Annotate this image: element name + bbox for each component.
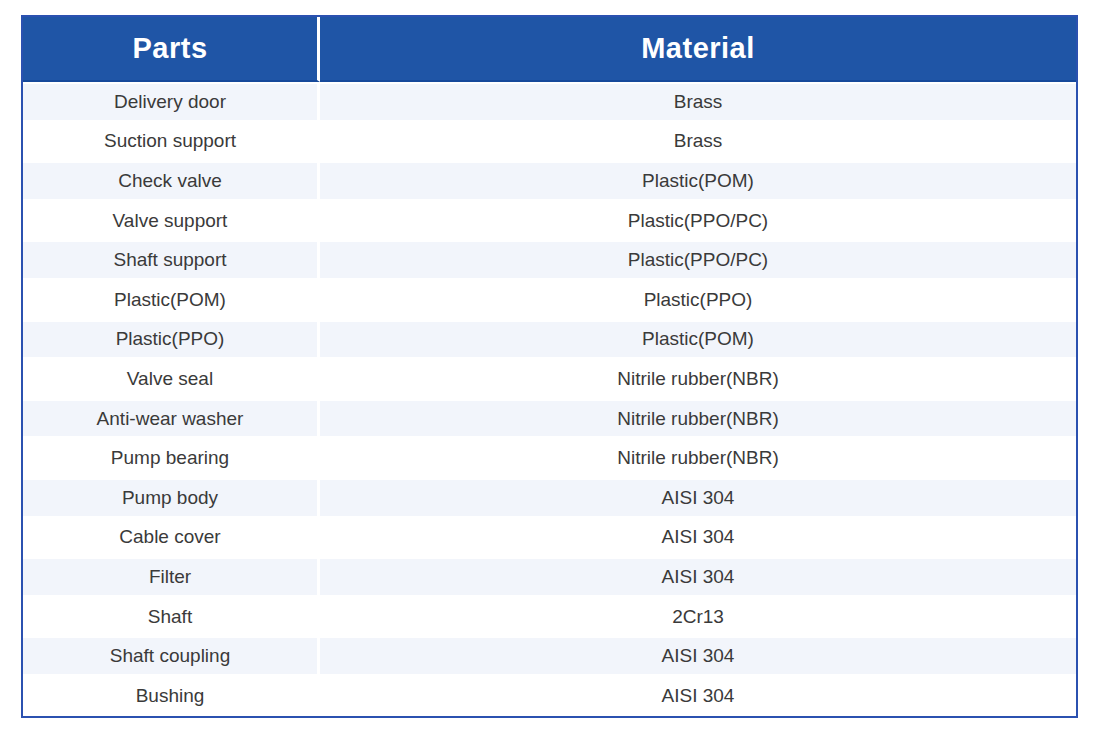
- material-cell: AISI 304: [320, 478, 1076, 518]
- table-row: Anti-wear washer Nitrile rubber(NBR): [23, 399, 1076, 439]
- table-row: Plastic(PPO) Plastic(POM): [23, 320, 1076, 360]
- table-row: Plastic(POM) Plastic(PPO): [23, 280, 1076, 320]
- table-row: Shaft 2Cr13: [23, 597, 1076, 637]
- table-row: Check valve Plastic(POM): [23, 161, 1076, 201]
- part-cell: Cable cover: [23, 518, 320, 558]
- part-cell: Valve seal: [23, 359, 320, 399]
- material-cell: Brass: [320, 122, 1076, 162]
- table-row: Suction support Brass: [23, 122, 1076, 162]
- part-cell: Pump bearing: [23, 438, 320, 478]
- table-body: Delivery door Brass Suction support Bras…: [23, 82, 1076, 716]
- table-row: Pump bearing Nitrile rubber(NBR): [23, 438, 1076, 478]
- material-cell: Plastic(POM): [320, 320, 1076, 360]
- table-row: Shaft coupling AISI 304: [23, 636, 1076, 676]
- part-cell: Pump body: [23, 478, 320, 518]
- table-row: Valve seal Nitrile rubber(NBR): [23, 359, 1076, 399]
- part-cell: Valve support: [23, 201, 320, 241]
- material-cell: AISI 304: [320, 557, 1076, 597]
- table-row: Shaft support Plastic(PPO/PC): [23, 240, 1076, 280]
- page-canvas: Parts Material Delivery door Brass Sucti…: [0, 0, 1100, 743]
- material-cell: Plastic(PPO/PC): [320, 240, 1076, 280]
- header-row: Parts Material: [23, 17, 1076, 82]
- material-cell: Nitrile rubber(NBR): [320, 359, 1076, 399]
- column-header-parts: Parts: [23, 17, 320, 82]
- part-cell: Shaft support: [23, 240, 320, 280]
- table-row: Pump body AISI 304: [23, 478, 1076, 518]
- part-cell: Suction support: [23, 122, 320, 162]
- material-cell: Nitrile rubber(NBR): [320, 399, 1076, 439]
- part-cell: Shaft coupling: [23, 636, 320, 676]
- parts-material-table: Parts Material Delivery door Brass Sucti…: [21, 15, 1078, 718]
- material-cell: 2Cr13: [320, 597, 1076, 637]
- table-row: Cable cover AISI 304: [23, 518, 1076, 558]
- column-header-material: Material: [320, 17, 1076, 82]
- table-row: Valve support Plastic(PPO/PC): [23, 201, 1076, 241]
- part-cell: Shaft: [23, 597, 320, 637]
- material-cell: AISI 304: [320, 676, 1076, 716]
- part-cell: Plastic(POM): [23, 280, 320, 320]
- table-header: Parts Material: [23, 17, 1076, 82]
- part-cell: Filter: [23, 557, 320, 597]
- table-row: Delivery door Brass: [23, 82, 1076, 122]
- material-cell: AISI 304: [320, 636, 1076, 676]
- material-cell: AISI 304: [320, 518, 1076, 558]
- material-cell: Brass: [320, 82, 1076, 122]
- material-cell: Plastic(POM): [320, 161, 1076, 201]
- material-cell: Nitrile rubber(NBR): [320, 438, 1076, 478]
- material-cell: Plastic(PPO/PC): [320, 201, 1076, 241]
- part-cell: Anti-wear washer: [23, 399, 320, 439]
- table-row: Bushing AISI 304: [23, 676, 1076, 716]
- part-cell: Plastic(PPO): [23, 320, 320, 360]
- table-row: Filter AISI 304: [23, 557, 1076, 597]
- material-cell: Plastic(PPO): [320, 280, 1076, 320]
- part-cell: Delivery door: [23, 82, 320, 122]
- part-cell: Check valve: [23, 161, 320, 201]
- part-cell: Bushing: [23, 676, 320, 716]
